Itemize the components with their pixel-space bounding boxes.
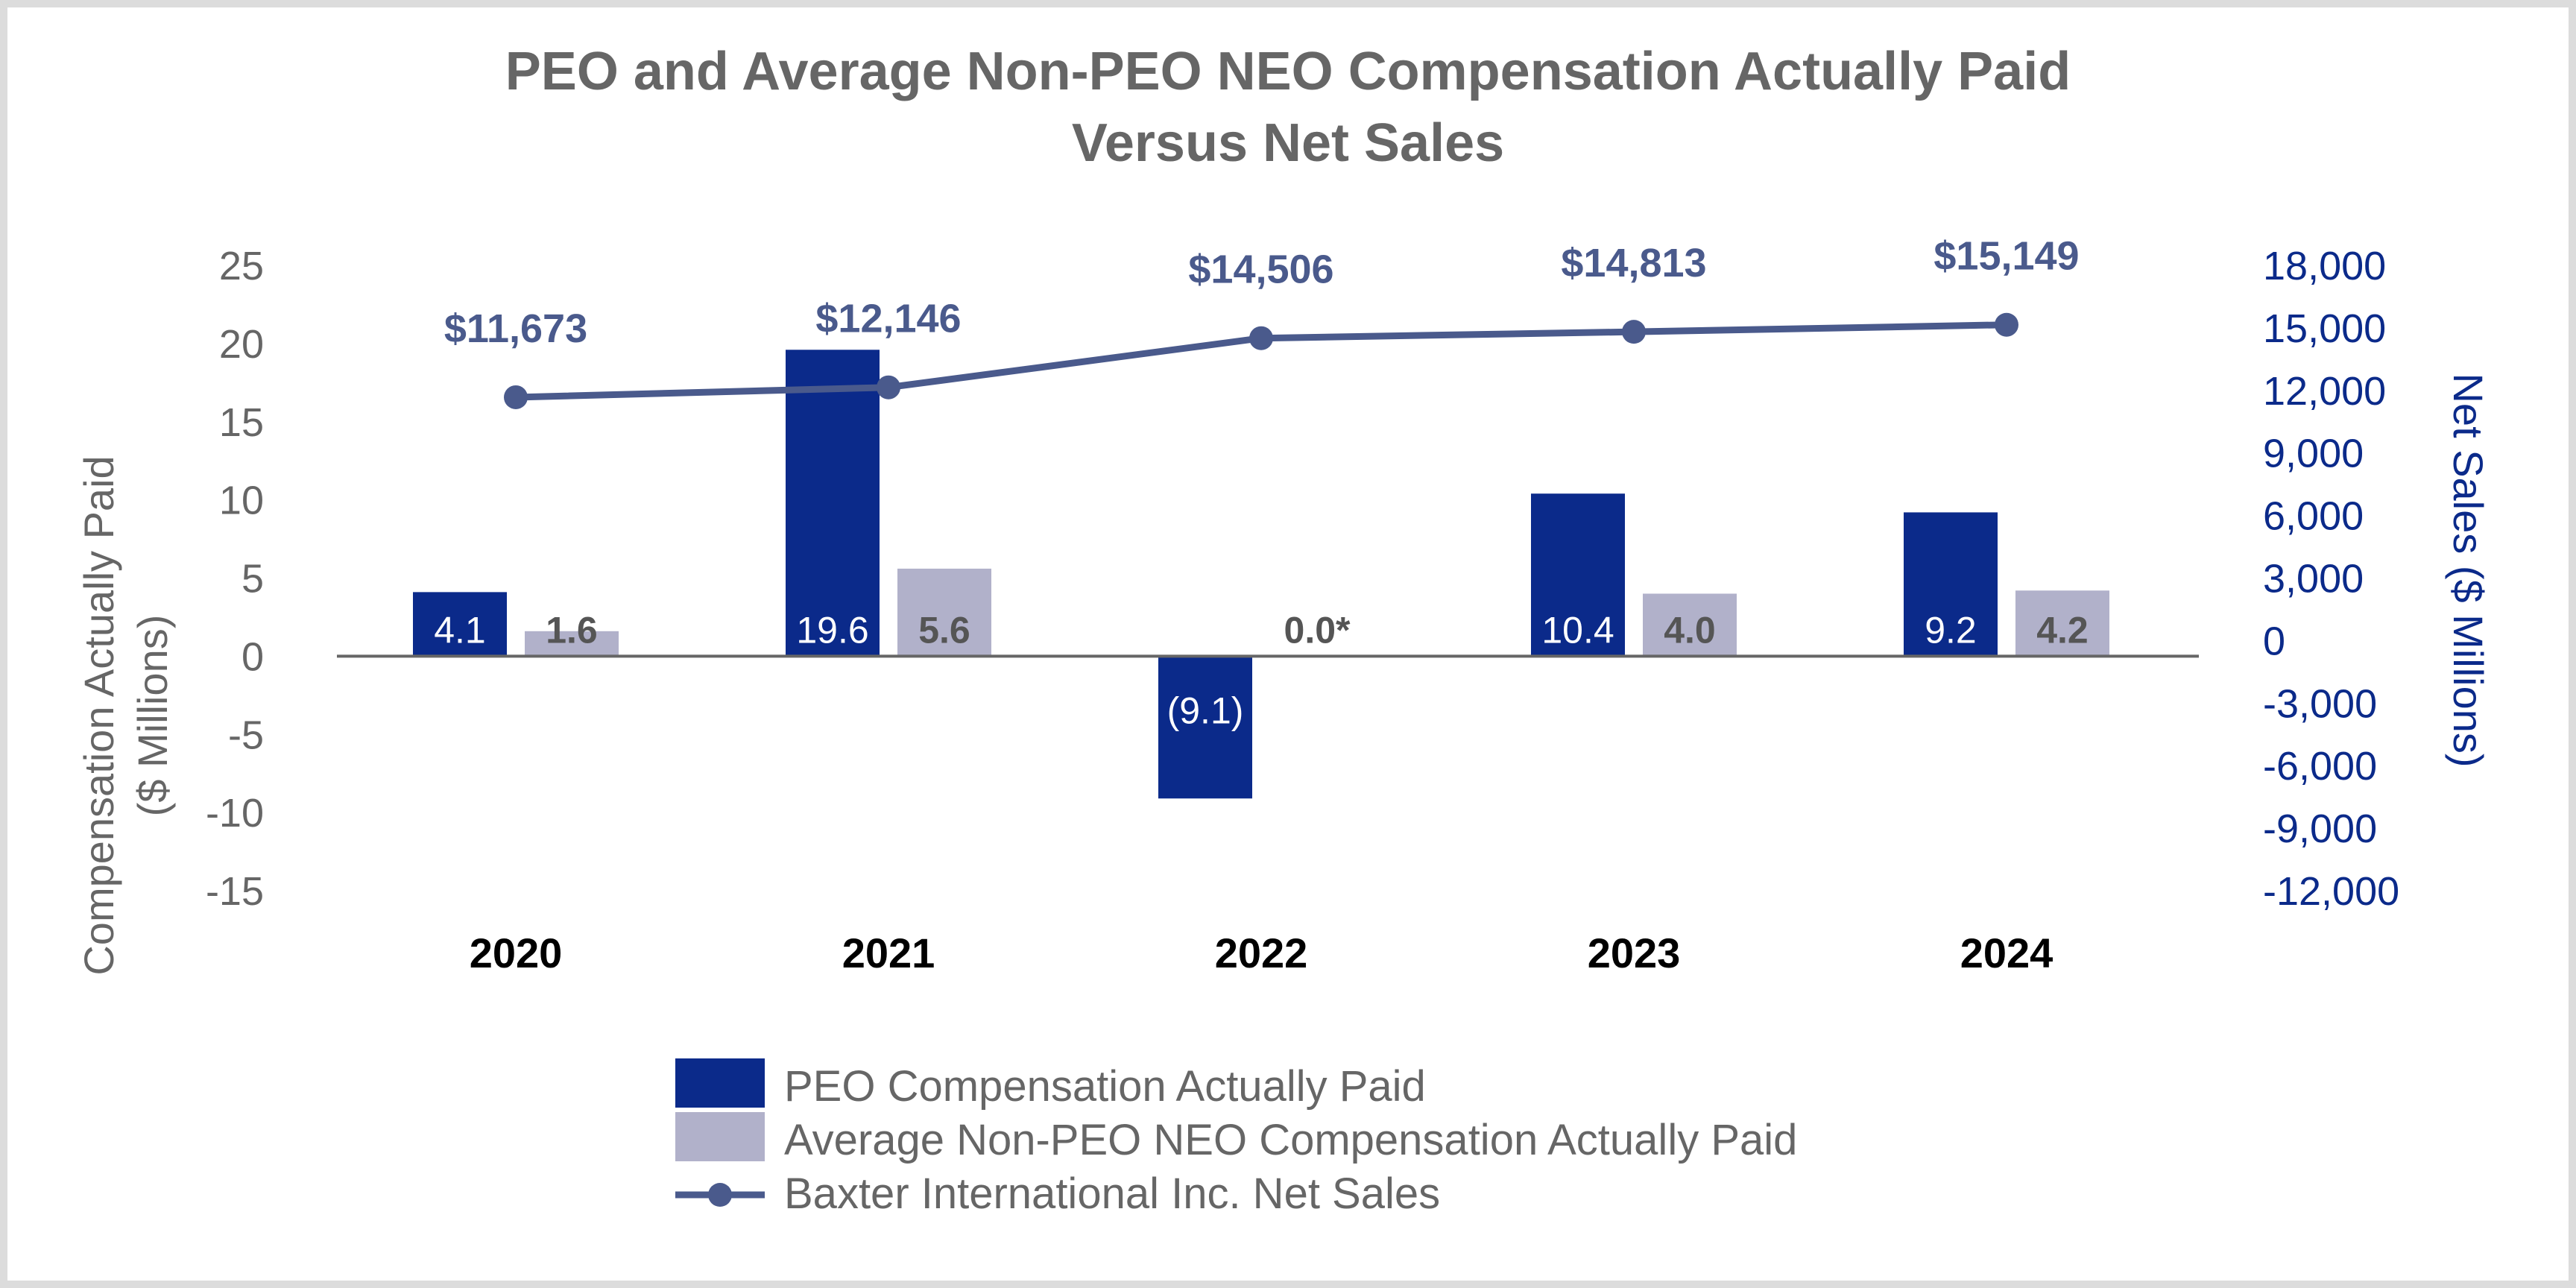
y-right-tick-label: -3,000 [2263, 681, 2377, 726]
y-right-ticks: 18,000 15,000 12,000 9,000 6,000 3,000 0 -3,000… [2263, 244, 2399, 914]
bars [413, 350, 2109, 799]
data-label-peo-2024: 9.2 [1925, 609, 1977, 651]
chart-title-line-1: PEO and Average Non-PEO NEO Compensation… [505, 42, 2071, 101]
legend-label-net-sales: Baxter International Inc. Net Sales [784, 1169, 1440, 1218]
y-left-label-line-1: Compensation Actually Paid [75, 455, 122, 975]
y-right-label: Net Sales ($ Millions) [2445, 373, 2492, 767]
y-left-tick-label: -15 [206, 869, 264, 914]
bar-peo-2024 [1904, 512, 1998, 657]
y-right-tick-label: -9,000 [2263, 806, 2377, 851]
bar-neo-2024 [2015, 590, 2109, 657]
legend-label-neo: Average Non-PEO NEO Compensation Actuall… [784, 1116, 1797, 1164]
x-tick-label: 2020 [470, 929, 563, 976]
y-right-tick-label: 3,000 [2263, 557, 2364, 602]
legend-label-peo: PEO Compensation Actually Paid [784, 1062, 1426, 1111]
net-sales-point-2023 [1622, 320, 1646, 344]
net-sales-point-2024 [1995, 312, 2018, 337]
y-left-tick-label: -10 [206, 791, 264, 836]
net-sales-label-2022: $14,506 [1188, 247, 1333, 292]
chart-title-line-2: Versus Net Sales [1072, 113, 1504, 173]
x-tick-label: 2022 [1215, 929, 1308, 976]
net-sales-point-2021 [877, 375, 900, 400]
data-label-neo-2024: 4.2 [2036, 609, 2089, 651]
data-label-peo-2023: 10.4 [1541, 609, 1614, 651]
y-left-tick-label: 20 [219, 322, 264, 367]
x-tick-label: 2024 [1960, 929, 2053, 976]
y-left-tick-label: 25 [219, 244, 264, 288]
legend: PEO Compensation Actually Paid Average N… [675, 1058, 1797, 1218]
legend-swatch-peo [675, 1058, 765, 1108]
data-label-peo-2022: (9.1) [1167, 689, 1244, 731]
bar-neo-2023 [1643, 593, 1737, 657]
bar-peo-2020 [413, 592, 507, 657]
legend-swatch-neo [675, 1112, 765, 1161]
net-sales-point-2022 [1249, 326, 1273, 350]
x-tick-label: 2023 [1588, 929, 1681, 976]
data-label-neo-2021: 5.6 [918, 609, 970, 651]
y-left-tick-label: 15 [219, 400, 264, 445]
net-sales-label-2024: $15,149 [1933, 234, 2079, 279]
net-sales-label-2023: $14,813 [1561, 241, 1706, 285]
data-label-neo-2023: 4.0 [1664, 609, 1716, 651]
net-sales-label-2021: $12,146 [815, 297, 961, 341]
bar-peo-2023 [1531, 493, 1625, 657]
x-tick-label: 2021 [842, 929, 935, 976]
y-right-tick-label: 12,000 [2263, 369, 2386, 414]
data-label-neo-2020: 1.6 [546, 609, 598, 651]
y-right-tick-label: 9,000 [2263, 432, 2364, 476]
data-label-neo-2022: 0.0* [1284, 609, 1351, 651]
data-label-peo-2021: 19.6 [796, 609, 868, 651]
y-left-tick-label: 0 [242, 634, 264, 679]
y-right-tick-label: 15,000 [2263, 306, 2386, 351]
y-left-tick-label: 10 [219, 479, 264, 523]
net-sales-point-2020 [504, 385, 528, 409]
bar-neo-2020 [525, 631, 619, 657]
y-right-tick-label: 6,000 [2263, 494, 2364, 539]
bar-peo-2021 [786, 350, 880, 657]
y-left-ticks: 25 20 15 10 5 0 -5 -10 -15 [206, 244, 264, 914]
bar-peo-2022 [1158, 656, 1252, 799]
data-label-peo-2020: 4.1 [434, 609, 486, 651]
x-ticks: 2020 2021 2022 2023 2024 [470, 929, 2053, 976]
bar-neo-2021 [897, 568, 991, 657]
y-left-tick-label: -5 [228, 713, 264, 757]
y-right-tick-label: -6,000 [2263, 744, 2377, 789]
legend-swatch-marker [708, 1183, 732, 1207]
y-left-tick-label: 5 [242, 557, 264, 602]
y-right-tick-label: -12,000 [2263, 869, 2399, 914]
net-sales-label-2020: $11,673 [444, 306, 587, 351]
bar-labels: 4.1 1.6 19.6 5.6 (9.1) 0.0* 10.4 4.0 9.2 4.2 $11,6… [434, 234, 2089, 732]
net-sales-line [504, 312, 2018, 409]
y-left-label-line-2: ($ Millions) [129, 615, 176, 817]
y-right-tick-label: 0 [2263, 619, 2285, 663]
y-right-tick-label: 18,000 [2263, 244, 2386, 288]
